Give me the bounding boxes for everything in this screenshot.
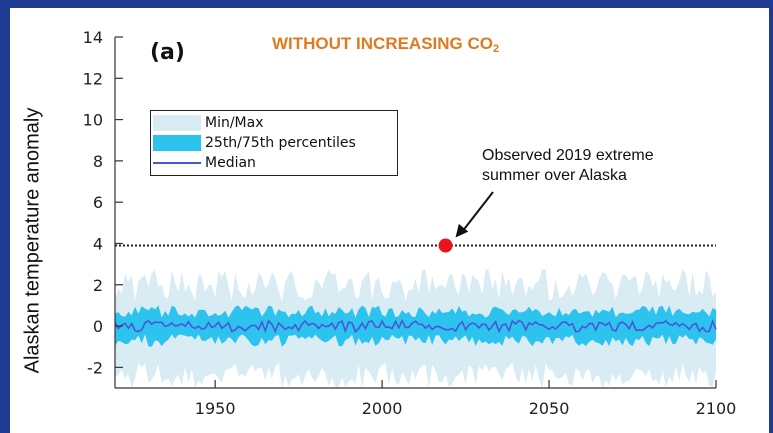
chart-title-subscript: 2	[493, 43, 500, 55]
y-tick-label: 4	[93, 234, 103, 253]
annotation-line-1: Observed 2019 extreme	[482, 147, 654, 164]
frame-left-border	[0, 0, 10, 433]
legend-label-minmax: Min/Max	[205, 115, 264, 131]
frame-right-border	[769, 0, 773, 433]
frame-top-border	[0, 0, 773, 8]
band-percentiles	[115, 305, 716, 347]
legend-item-median: Median	[151, 153, 256, 173]
annotation-line-2: summer over Alaska	[482, 167, 627, 184]
annotation-arrow-shaft	[460, 191, 494, 234]
annotation-arrow-head	[455, 223, 469, 238]
legend: Min/Max 25th/75th percentiles Median	[150, 110, 398, 176]
legend-swatch-percentiles	[153, 135, 201, 151]
legend-swatch-minmax	[153, 115, 201, 131]
panel-label: (a)	[150, 40, 185, 65]
y-tick-label: 0	[93, 317, 103, 336]
legend-item-percentiles: 25th/75th percentiles	[151, 133, 356, 153]
y-axis-label-text: Alaskan temperature anomaly	[21, 107, 44, 373]
y-tick-label: 6	[93, 193, 103, 212]
chart-title-text: WITHOUT INCREASING CO	[272, 34, 493, 53]
chart-title: WITHOUT INCREASING CO2	[272, 34, 499, 55]
x-tick-label: 1950	[195, 399, 236, 418]
y-tick-label: 12	[83, 69, 103, 88]
legend-swatch-median	[153, 162, 201, 164]
median-line	[114, 318, 717, 334]
y-tick-label: 2	[93, 276, 103, 295]
legend-label-median: Median	[205, 155, 256, 171]
annotation: Observed 2019 extreme summer over Alaska	[482, 146, 722, 186]
legend-item-minmax: Min/Max	[151, 113, 264, 133]
legend-label-percentiles: 25th/75th percentiles	[205, 135, 356, 151]
x-tick-label: 2000	[362, 399, 403, 418]
y-tick-label: 14	[83, 28, 103, 47]
y-tick-label: -2	[87, 358, 103, 377]
chart-overlay	[115, 191, 716, 253]
x-tick-label: 2050	[529, 399, 570, 418]
chart-axes: -2 0 2 4 6 8 10 12 14 1950 2000 2050 2100	[83, 28, 737, 418]
y-tick-label: 10	[83, 111, 103, 130]
observed-point	[438, 238, 453, 253]
chart-bands	[114, 268, 717, 388]
x-tick-label: 2100	[696, 399, 737, 418]
y-tick-label: 8	[93, 152, 103, 171]
y-axis-label: Alaskan temperature anomaly	[18, 60, 48, 420]
